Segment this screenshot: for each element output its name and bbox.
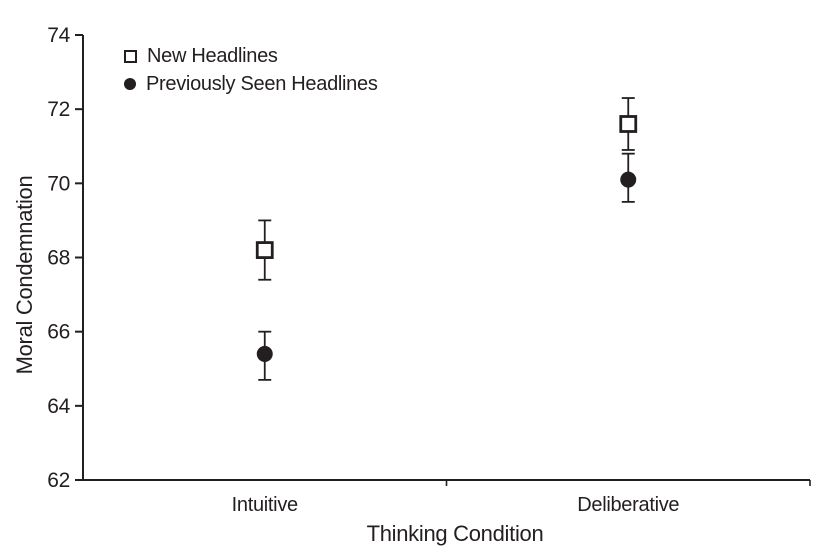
data-point-filled-circle xyxy=(256,345,273,362)
legend-label: New Headlines xyxy=(147,44,278,67)
data-point-filled-circle xyxy=(620,171,637,188)
filled-circle-marker-icon xyxy=(124,78,136,90)
y-tick-label: 68 xyxy=(47,247,70,270)
data-point-open-square xyxy=(255,241,274,259)
y-axis-title: Moral Condemnation xyxy=(12,175,37,375)
y-tick-label: 72 xyxy=(47,98,70,121)
y-tick-label: 62 xyxy=(47,469,70,492)
legend-entry-new-headlines: New Headlines xyxy=(124,42,378,70)
data-point-open-square xyxy=(619,115,638,133)
category-label: Intuitive xyxy=(232,494,298,516)
y-tick-label: 64 xyxy=(47,395,70,418)
category-label: Deliberative xyxy=(577,494,679,516)
legend-label: Previously Seen Headlines xyxy=(146,72,378,95)
x-axis-title: Thinking Condition xyxy=(366,521,544,546)
legend-entry-previously-seen-headlines: Previously Seen Headlines xyxy=(124,70,378,98)
legend: New Headlines Previously Seen Headlines xyxy=(124,42,378,98)
open-square-marker-icon xyxy=(124,49,137,63)
y-tick-label: 70 xyxy=(47,172,70,195)
y-tick-label: 74 xyxy=(47,24,70,47)
y-tick-label: 66 xyxy=(47,321,70,344)
